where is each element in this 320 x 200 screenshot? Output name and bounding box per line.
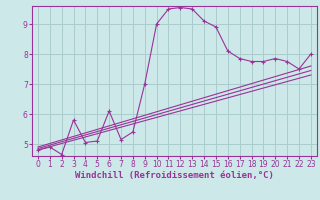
X-axis label: Windchill (Refroidissement éolien,°C): Windchill (Refroidissement éolien,°C) <box>75 171 274 180</box>
